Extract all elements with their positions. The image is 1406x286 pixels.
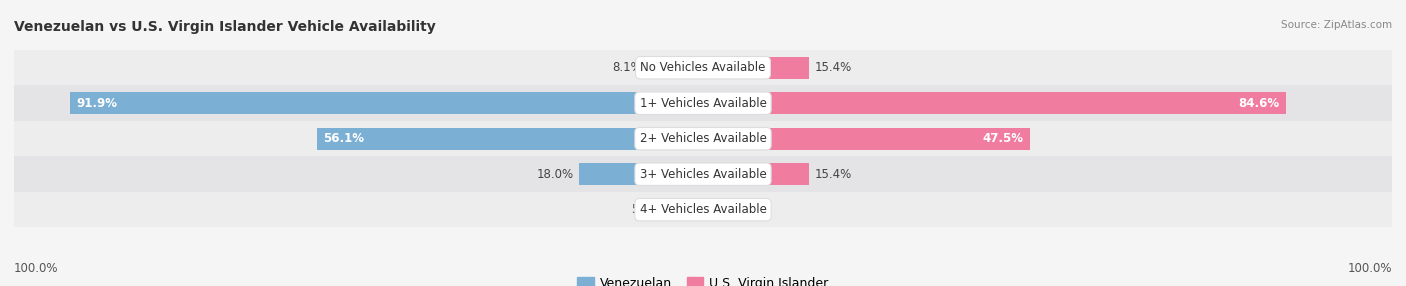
Bar: [70, 92, 703, 114]
Text: 47.5%: 47.5%: [983, 132, 1024, 145]
Text: 4.6%: 4.6%: [740, 203, 770, 216]
Text: 100.0%: 100.0%: [1347, 262, 1392, 275]
Text: 15.4%: 15.4%: [814, 168, 852, 181]
Bar: [703, 57, 808, 79]
Bar: [703, 92, 1286, 114]
Text: 91.9%: 91.9%: [77, 97, 118, 110]
Bar: [0, 192, 1406, 227]
Bar: [0, 121, 1406, 156]
Text: 84.6%: 84.6%: [1237, 97, 1279, 110]
Bar: [0, 50, 1406, 86]
Bar: [0, 86, 1406, 121]
Text: No Vehicles Available: No Vehicles Available: [640, 61, 766, 74]
Text: Venezuelan vs U.S. Virgin Islander Vehicle Availability: Venezuelan vs U.S. Virgin Islander Vehic…: [14, 20, 436, 34]
Legend: Venezuelan, U.S. Virgin Islander: Venezuelan, U.S. Virgin Islander: [572, 272, 834, 286]
Bar: [703, 163, 808, 185]
Bar: [316, 128, 703, 150]
Text: 3+ Vehicles Available: 3+ Vehicles Available: [640, 168, 766, 181]
Bar: [703, 199, 735, 221]
Text: 5.3%: 5.3%: [631, 203, 661, 216]
Bar: [579, 163, 703, 185]
Text: 4+ Vehicles Available: 4+ Vehicles Available: [640, 203, 766, 216]
Text: 1+ Vehicles Available: 1+ Vehicles Available: [640, 97, 766, 110]
Text: 100.0%: 100.0%: [14, 262, 59, 275]
Bar: [0, 156, 1406, 192]
Bar: [647, 57, 703, 79]
Bar: [703, 128, 1031, 150]
Text: 15.4%: 15.4%: [814, 61, 852, 74]
Bar: [666, 199, 703, 221]
Text: Source: ZipAtlas.com: Source: ZipAtlas.com: [1281, 20, 1392, 30]
Text: 8.1%: 8.1%: [612, 61, 641, 74]
Text: 18.0%: 18.0%: [536, 168, 574, 181]
Text: 56.1%: 56.1%: [323, 132, 364, 145]
Text: 2+ Vehicles Available: 2+ Vehicles Available: [640, 132, 766, 145]
